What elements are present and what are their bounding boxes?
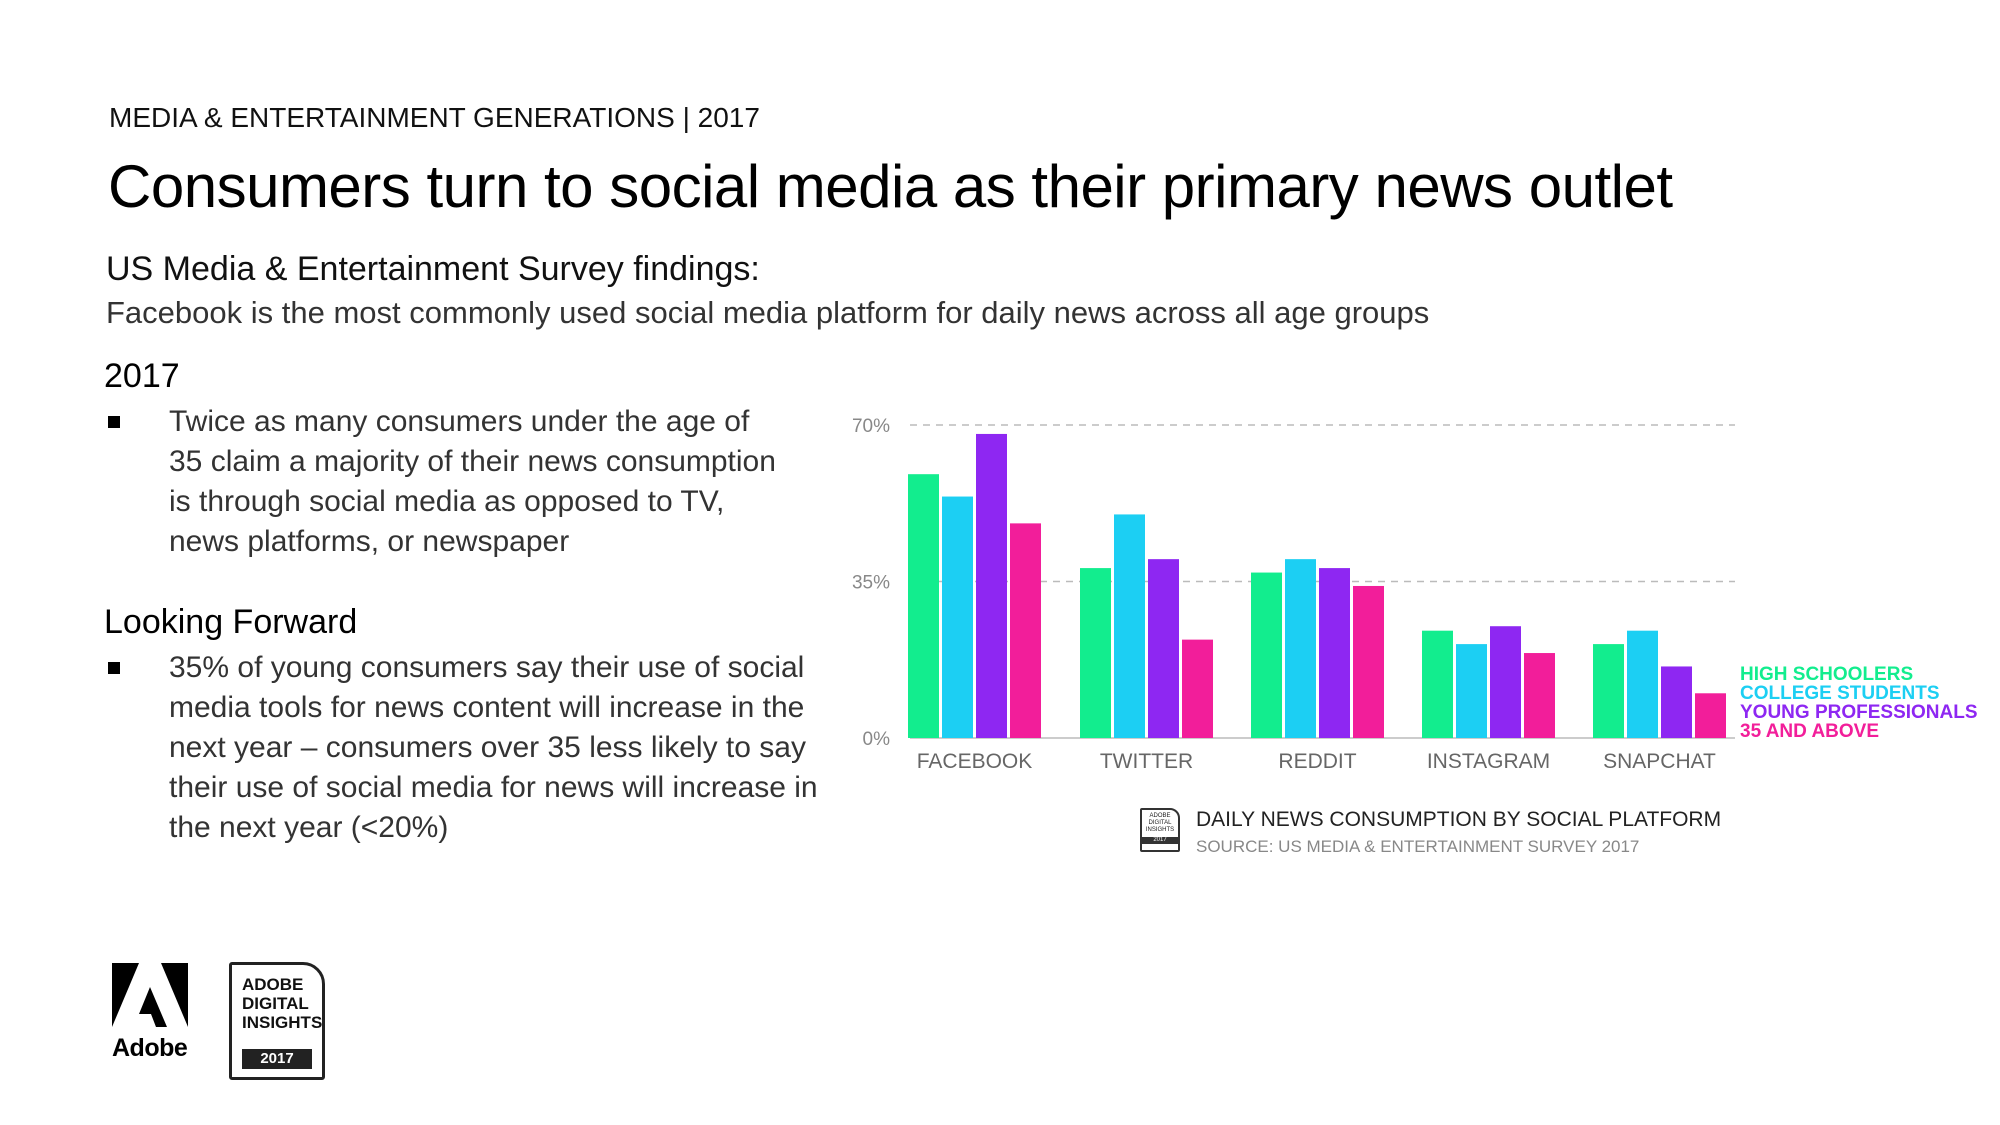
bar	[1010, 523, 1041, 738]
kicker: MEDIA & ENTERTAINMENT GENERATIONS | 2017	[109, 102, 760, 133]
chart-title: DAILY NEWS CONSUMPTION BY SOCIAL PLATFOR…	[1196, 808, 1722, 831]
bar	[976, 433, 1007, 738]
section-2017: 2017 Twice as many consumers under the a…	[104, 357, 789, 562]
legend-item: HIGH SCHOOLERS	[1740, 664, 1913, 685]
bar	[1285, 559, 1316, 738]
bullet-icon	[108, 416, 120, 428]
bar	[1353, 585, 1384, 738]
bullet-text: 35% of young consumers say their use of …	[169, 651, 818, 844]
bar	[1695, 693, 1726, 738]
bar	[1661, 666, 1692, 738]
x-tick-label: SNAPCHAT	[1603, 750, 1716, 773]
legend-item: 35 AND ABOVE	[1740, 721, 1879, 742]
x-tick-label: FACEBOOK	[917, 750, 1033, 773]
x-tick-label: REDDIT	[1278, 750, 1356, 773]
page-title: Consumers turn to social media as their …	[108, 153, 1673, 220]
bullet-icon	[108, 662, 120, 674]
bar	[1319, 568, 1350, 738]
section-heading: Looking Forward	[104, 603, 358, 641]
legend-item: YOUNG PROFESSIONALS	[1740, 702, 1978, 723]
bar	[1422, 630, 1453, 738]
bar	[1080, 568, 1111, 738]
bar	[1456, 644, 1487, 738]
x-tick-label: TWITTER	[1100, 750, 1193, 773]
adobe-digital-insights-badge: ADOBE DIGITAL INSIGHTS 2017	[229, 962, 325, 1080]
bar-chart: 70% 35% 0% FACEBOOK TWITTER REDDIT INSTAGRAM SN…	[852, 416, 1978, 773]
bar	[1182, 639, 1213, 738]
bar	[942, 496, 973, 738]
adobe-logo-icon	[112, 963, 188, 1027]
y-tick-label: 0%	[863, 729, 891, 750]
y-tick-label: 35%	[852, 573, 890, 594]
chart-source: SOURCE: US MEDIA & ENTERTAINMENT SURVEY …	[1196, 837, 1640, 856]
adobe-wordmark: Adobe	[112, 1034, 188, 1062]
bar	[1148, 559, 1179, 738]
bullet-item: 35% of young consumers say their use of …	[104, 648, 824, 848]
bullet-text: Twice as many consumers under the age of…	[169, 405, 776, 558]
bar	[1114, 514, 1145, 738]
bullet-item: Twice as many consumers under the age of…	[104, 402, 789, 562]
bar	[908, 474, 939, 738]
x-tick-label: INSTAGRAM	[1427, 750, 1550, 773]
section-heading: 2017	[104, 357, 180, 395]
survey-subheading: Facebook is the most commonly used socia…	[106, 295, 1430, 330]
survey-heading: US Media & Entertainment Survey findings…	[106, 250, 760, 288]
legend-item: COLLEGE STUDENTS	[1740, 683, 1940, 704]
bar	[1627, 630, 1658, 738]
bar	[1593, 644, 1624, 738]
section-looking-forward: Looking Forward 35% of young consumers s…	[104, 603, 824, 848]
adobe-digital-insights-badge-small: ADOBE DIGITAL INSIGHTS 2017	[1140, 808, 1180, 852]
bar	[1251, 572, 1282, 738]
bar	[1490, 626, 1521, 738]
y-tick-label: 70%	[852, 416, 890, 437]
adobe-logo	[112, 963, 188, 1035]
bar	[1524, 653, 1555, 738]
